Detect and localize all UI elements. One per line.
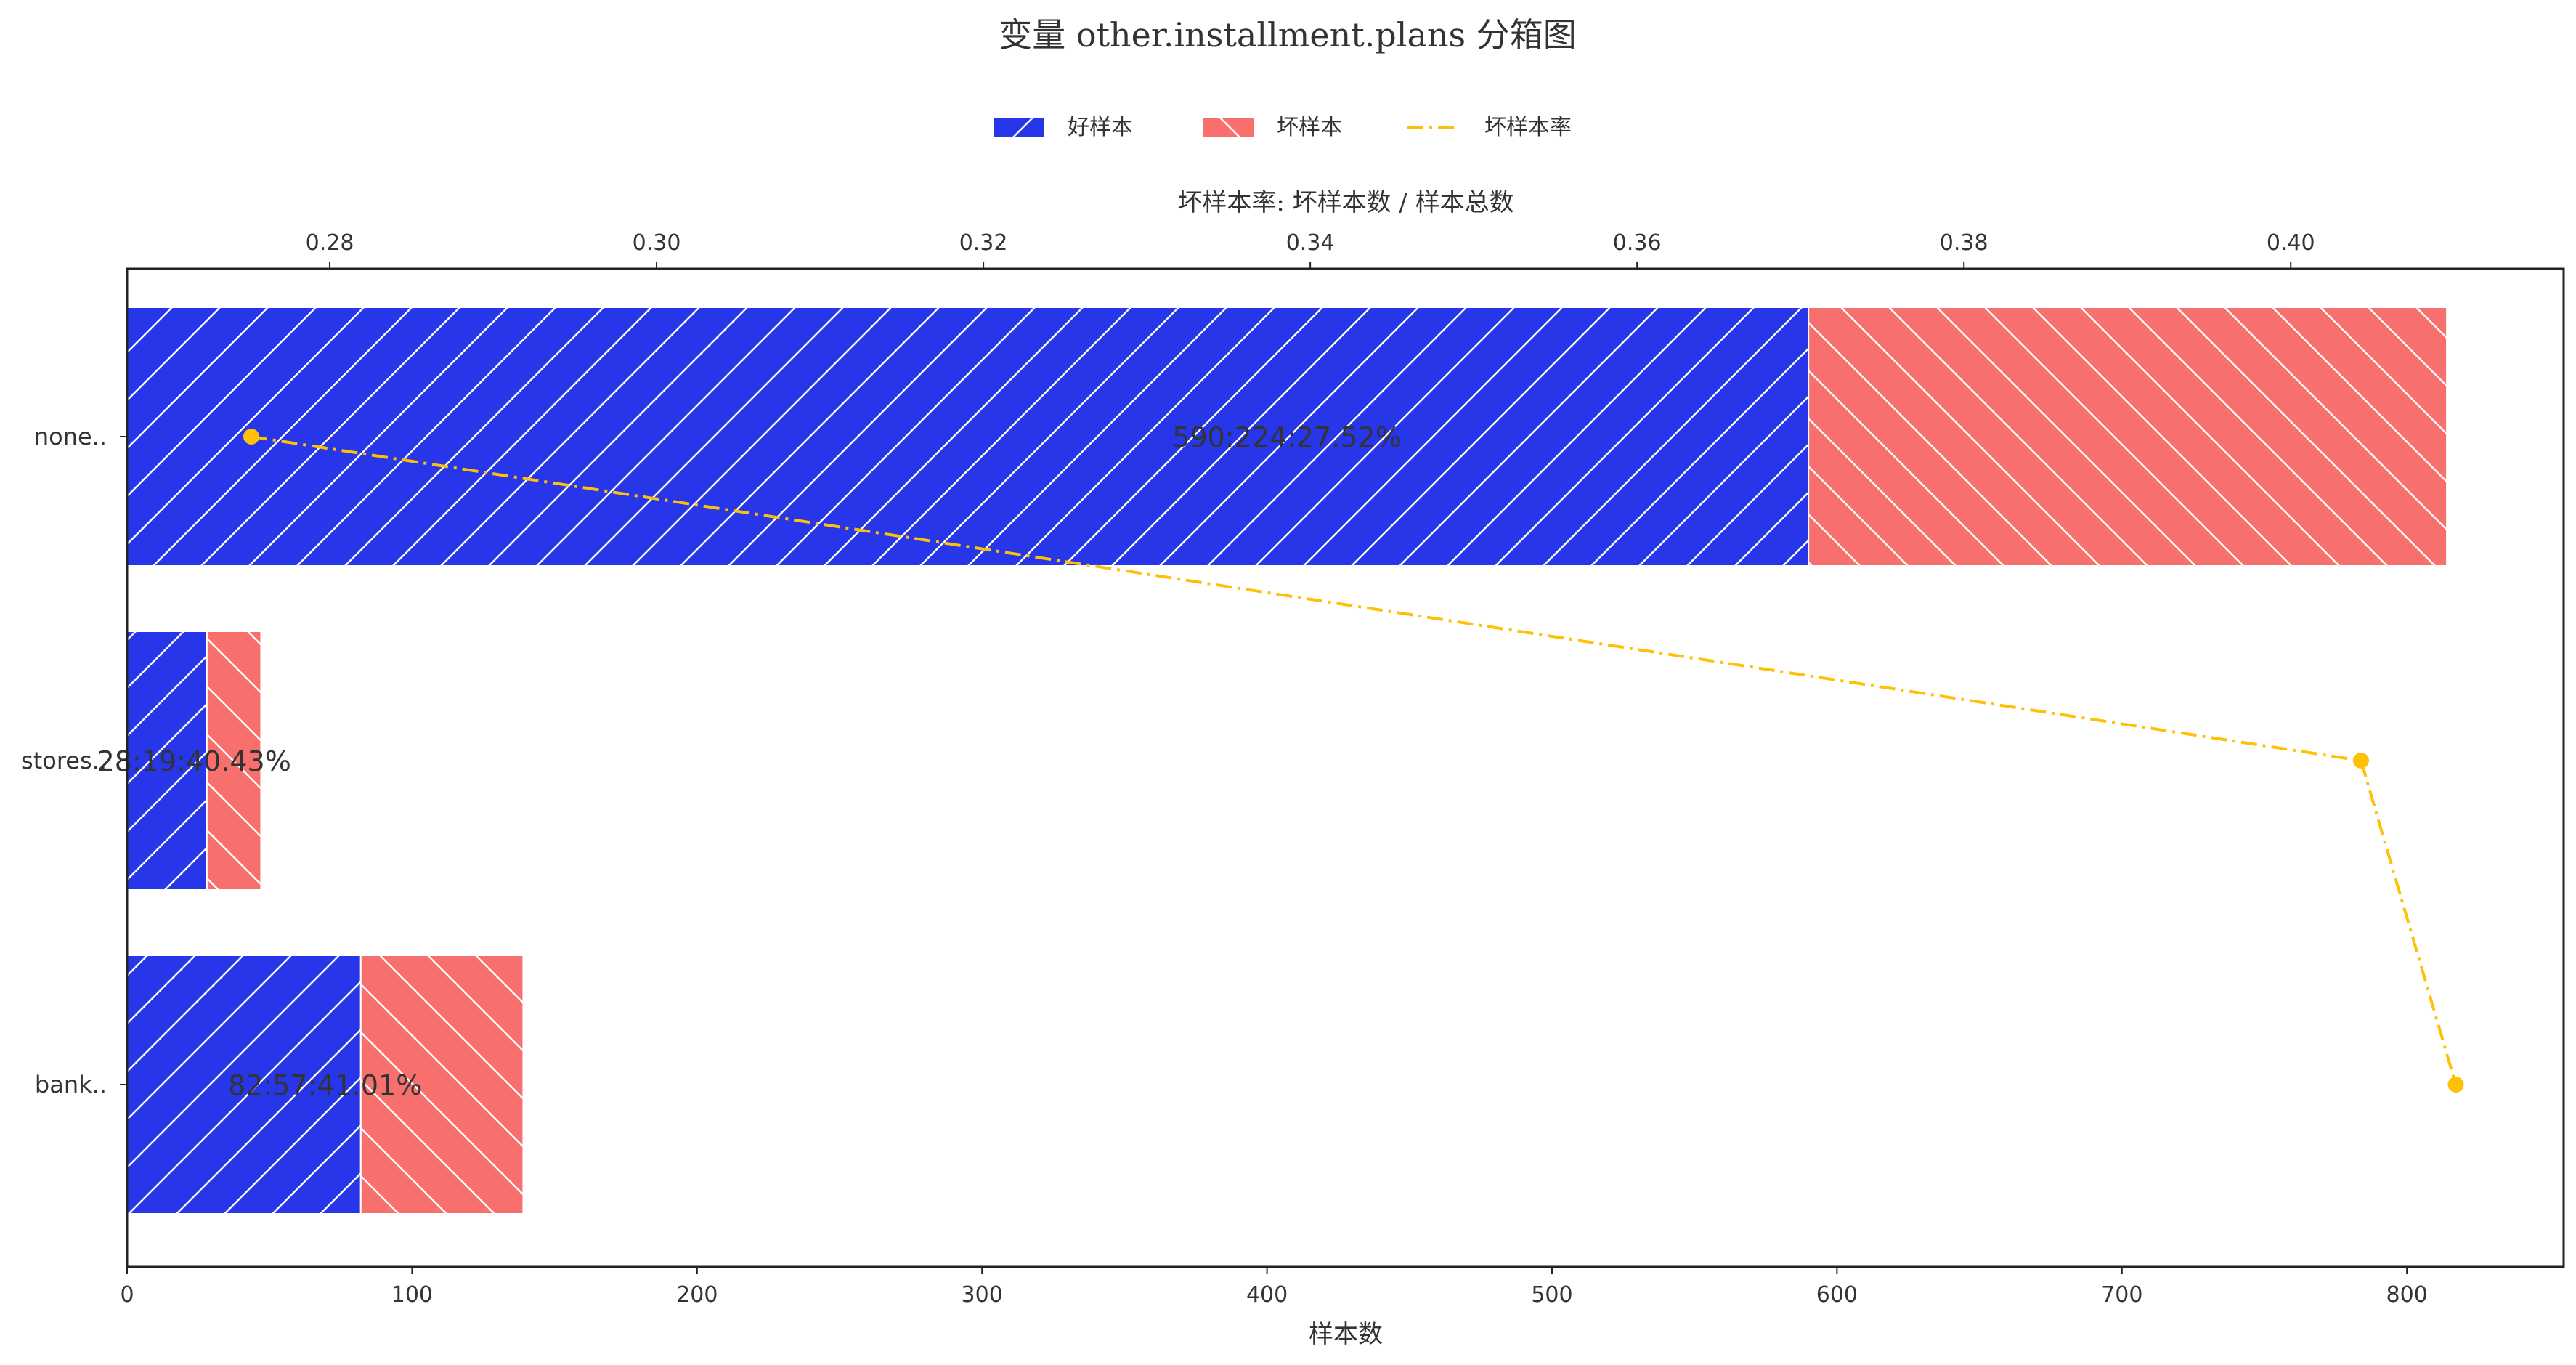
top-axis-label: 坏样本率: 坏样本数 / 样本总数 bbox=[1177, 188, 1513, 217]
top-tick-label-2: 0.32 bbox=[959, 230, 1008, 256]
bar-label-2: 82:57:41.01% bbox=[228, 1069, 422, 1101]
top-tick-label-5: 0.38 bbox=[1940, 230, 1988, 256]
bar-bad-0 bbox=[1808, 307, 2448, 567]
y-axis-ticks: none.. stores.. bank.. bbox=[21, 423, 127, 1098]
legend-swatch-bad bbox=[1203, 118, 1254, 137]
x-tick-label-7: 700 bbox=[2101, 1282, 2142, 1308]
x-tick-label-6: 600 bbox=[1816, 1282, 1858, 1308]
bar-bad-2 bbox=[359, 955, 524, 1215]
bar-good-0 bbox=[126, 307, 1810, 567]
rate-point-0 bbox=[243, 429, 260, 445]
x-axis-ticks: 0 100 200 300 400 500 600 700 800 bbox=[120, 1267, 2428, 1308]
bar-good-2 bbox=[126, 955, 362, 1215]
legend: 好样本 坏样本 坏样本率 bbox=[994, 115, 1572, 140]
legend-label-good: 好样本 bbox=[1068, 115, 1133, 140]
legend-label-bad: 坏样本 bbox=[1277, 115, 1342, 140]
bar-good-1 bbox=[126, 631, 208, 891]
x-tick-label-4: 400 bbox=[1246, 1282, 1288, 1308]
top-tick-label-0: 0.28 bbox=[306, 230, 354, 256]
bars-layer bbox=[126, 307, 2448, 1215]
x-tick-label-2: 200 bbox=[676, 1282, 718, 1308]
x-tick-label-3: 300 bbox=[962, 1282, 1003, 1308]
chart-title: 变量 other.installment.plans 分箱图 bbox=[999, 15, 1577, 54]
top-axis-ticks: 0.28 0.30 0.32 0.34 0.36 0.38 0.40 bbox=[306, 230, 2315, 269]
y-tick-label-1: stores.. bbox=[21, 747, 107, 774]
bar-label-1: 28:19:40.43% bbox=[97, 745, 291, 777]
top-tick-label-4: 0.36 bbox=[1613, 230, 1662, 256]
bar-labels-layer: 590:224:27.52% 28:19:40.43% 82:57:41.01% bbox=[97, 421, 1402, 1101]
top-tick-label-1: 0.30 bbox=[633, 230, 681, 256]
x-tick-label-5: 500 bbox=[1531, 1282, 1572, 1308]
x-axis-label: 样本数 bbox=[1309, 1320, 1383, 1349]
top-tick-label-6: 0.40 bbox=[2267, 230, 2315, 256]
legend-label-rate: 坏样本率 bbox=[1484, 115, 1572, 140]
rate-point-2 bbox=[2447, 1077, 2464, 1093]
rate-point-1 bbox=[2352, 753, 2369, 769]
bar-label-0: 590:224:27.52% bbox=[1172, 421, 1402, 453]
rate-line bbox=[251, 435, 2458, 1085]
y-tick-label-2: bank.. bbox=[35, 1071, 107, 1098]
x-tick-label-0: 0 bbox=[120, 1282, 134, 1308]
bar-bad-1 bbox=[206, 631, 262, 891]
x-tick-label-8: 800 bbox=[2386, 1282, 2428, 1308]
y-tick-label-0: none.. bbox=[34, 423, 107, 450]
top-tick-label-3: 0.34 bbox=[1286, 230, 1335, 256]
legend-swatch-good bbox=[994, 118, 1044, 137]
plot-frame bbox=[126, 267, 2565, 1268]
x-tick-label-1: 100 bbox=[391, 1282, 433, 1308]
rate-line-layer bbox=[243, 429, 2464, 1093]
